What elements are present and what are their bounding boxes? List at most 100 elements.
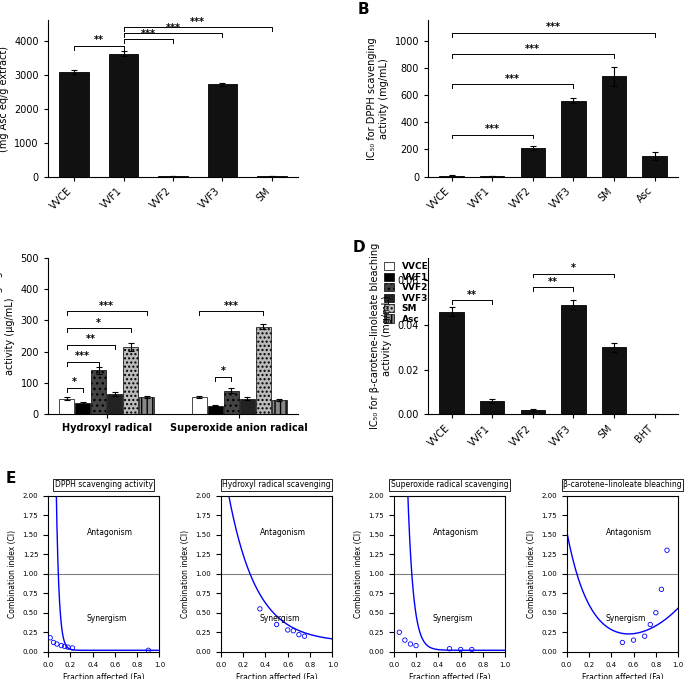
Point bbox=[645, 619, 656, 630]
Title: DPPH scavenging activity: DPPH scavenging activity bbox=[55, 480, 153, 489]
Text: Antagonism: Antagonism bbox=[260, 528, 306, 536]
Text: ***: *** bbox=[166, 23, 180, 33]
Point bbox=[628, 635, 639, 646]
Text: ***: *** bbox=[224, 301, 239, 310]
Title: β-carotene–linoleate bleaching: β-carotene–linoleate bleaching bbox=[563, 480, 682, 489]
Text: *: * bbox=[72, 378, 77, 387]
Point bbox=[299, 631, 310, 642]
Point bbox=[293, 629, 304, 640]
Y-axis label: IC₅₀ for β-carotene-linoleate bleaching
activity (mg/mL): IC₅₀ for β-carotene-linoleate bleaching … bbox=[371, 243, 392, 429]
Bar bbox=[602, 76, 626, 177]
Point bbox=[405, 638, 416, 649]
Y-axis label: Total antioxidant capacity
(mg Asc eq/g extract): Total antioxidant capacity (mg Asc eq/g … bbox=[0, 36, 9, 162]
Text: D: D bbox=[353, 240, 366, 255]
Point bbox=[59, 641, 70, 652]
Text: *: * bbox=[571, 263, 576, 273]
Bar bbox=[123, 347, 138, 414]
X-axis label: Fraction affected (Fa): Fraction affected (Fa) bbox=[236, 673, 317, 679]
Bar bbox=[192, 397, 207, 414]
Text: Antagonism: Antagonism bbox=[87, 528, 133, 536]
Bar bbox=[256, 327, 271, 414]
Text: Synergism: Synergism bbox=[260, 614, 300, 623]
Text: Antagonism: Antagonism bbox=[433, 528, 479, 536]
Point bbox=[444, 643, 455, 654]
Point bbox=[254, 604, 265, 614]
Point bbox=[282, 625, 293, 636]
Bar bbox=[140, 397, 154, 414]
Point bbox=[617, 637, 628, 648]
Bar bbox=[158, 176, 188, 177]
Text: *: * bbox=[221, 366, 226, 376]
Bar bbox=[257, 176, 286, 177]
Y-axis label: Combination index (CI): Combination index (CI) bbox=[8, 530, 17, 618]
Text: ***: *** bbox=[99, 301, 114, 310]
Bar bbox=[208, 405, 223, 414]
X-axis label: Fraction affected (Fa): Fraction affected (Fa) bbox=[409, 673, 490, 679]
Legend: VVCE, VVF1, VVF2, VVF3, SM, Asc: VVCE, VVF1, VVF2, VVF3, SM, Asc bbox=[381, 259, 431, 327]
Text: ***: *** bbox=[505, 74, 520, 84]
Point bbox=[394, 627, 405, 638]
Text: **: ** bbox=[548, 276, 558, 287]
Y-axis label: Combination index (CI): Combination index (CI) bbox=[353, 530, 362, 618]
Point bbox=[62, 642, 73, 653]
Text: ***: *** bbox=[75, 351, 90, 361]
Text: Synergism: Synergism bbox=[433, 614, 473, 623]
Bar bbox=[109, 54, 138, 177]
Point bbox=[51, 638, 62, 649]
Bar bbox=[208, 84, 237, 177]
Text: *: * bbox=[96, 318, 101, 328]
Bar bbox=[521, 148, 545, 177]
Text: Synergism: Synergism bbox=[606, 614, 646, 623]
Point bbox=[650, 607, 661, 618]
X-axis label: Fraction affected (Fa): Fraction affected (Fa) bbox=[63, 673, 145, 679]
Bar bbox=[108, 394, 122, 414]
Text: ***: *** bbox=[525, 44, 540, 54]
Point bbox=[399, 635, 410, 646]
Title: Superoxide radical scavenging: Superoxide radical scavenging bbox=[390, 480, 508, 489]
Text: ***: *** bbox=[141, 29, 155, 39]
Bar bbox=[60, 399, 74, 414]
Text: B: B bbox=[358, 2, 370, 17]
Text: Antagonism: Antagonism bbox=[606, 528, 651, 536]
Point bbox=[45, 632, 55, 643]
X-axis label: Fraction affected (Fa): Fraction affected (Fa) bbox=[582, 673, 663, 679]
Text: Synergism: Synergism bbox=[87, 614, 127, 623]
Point bbox=[662, 545, 673, 555]
Text: **: ** bbox=[94, 35, 104, 45]
Bar bbox=[224, 391, 238, 414]
Bar bbox=[440, 312, 464, 414]
Point bbox=[271, 619, 282, 630]
Bar bbox=[240, 399, 255, 414]
Text: **: ** bbox=[467, 290, 477, 300]
Y-axis label: IC₅₀ for radical scavenging
activity (μg/mL): IC₅₀ for radical scavenging activity (μg… bbox=[0, 272, 15, 401]
Point bbox=[455, 644, 466, 655]
Bar bbox=[561, 100, 586, 177]
Bar bbox=[480, 176, 504, 177]
Point bbox=[656, 584, 667, 595]
Point bbox=[56, 640, 67, 651]
Bar bbox=[561, 305, 586, 414]
Text: ***: *** bbox=[546, 22, 560, 32]
Text: ***: *** bbox=[485, 124, 500, 134]
Bar bbox=[91, 371, 106, 414]
Bar bbox=[521, 410, 545, 414]
Text: ***: *** bbox=[190, 17, 205, 26]
Y-axis label: Combination index (CI): Combination index (CI) bbox=[527, 530, 536, 618]
Y-axis label: Combination index (CI): Combination index (CI) bbox=[181, 530, 190, 618]
Title: Hydroxyl radical scavenging: Hydroxyl radical scavenging bbox=[223, 480, 331, 489]
Point bbox=[67, 642, 78, 653]
Text: **: ** bbox=[86, 334, 96, 344]
Bar bbox=[643, 156, 667, 177]
Point bbox=[410, 640, 421, 651]
Point bbox=[466, 644, 477, 655]
Bar bbox=[480, 401, 504, 414]
Point bbox=[143, 645, 154, 656]
Bar bbox=[602, 347, 626, 414]
Point bbox=[48, 637, 59, 648]
Point bbox=[288, 625, 299, 636]
Bar bbox=[440, 176, 464, 177]
Bar bbox=[75, 403, 90, 414]
Text: E: E bbox=[5, 471, 16, 486]
Bar bbox=[272, 400, 286, 414]
Point bbox=[639, 631, 650, 642]
